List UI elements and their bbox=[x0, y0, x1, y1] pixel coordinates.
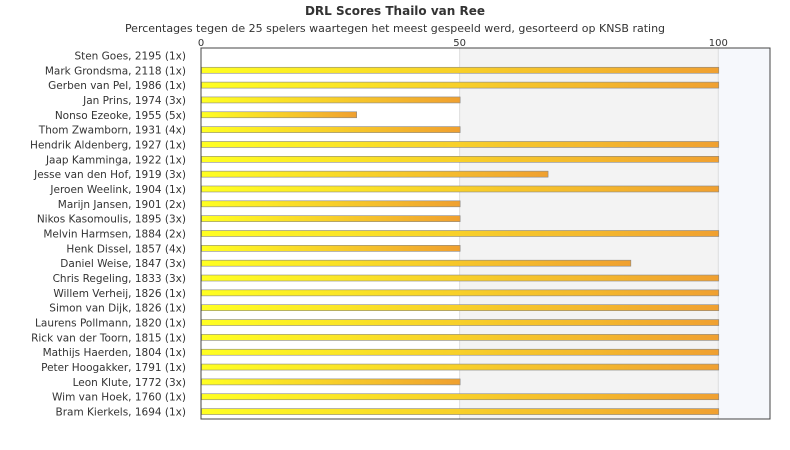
bar bbox=[201, 96, 461, 104]
chart-title: DRL Scores Thailo van Ree bbox=[304, 4, 486, 18]
category-label: Jesse van den Hof, 1919 (3x) bbox=[33, 169, 186, 181]
category-label: Bram Kierkels, 1694 (1x) bbox=[56, 407, 186, 419]
category-label: Daniel Weise, 1847 (3x) bbox=[60, 258, 186, 270]
category-label: Thom Zwamborn, 1931 (4x) bbox=[38, 125, 186, 137]
bar bbox=[201, 274, 720, 282]
bars bbox=[201, 66, 720, 415]
category-label: Simon van Dijk, 1826 (1x) bbox=[49, 303, 186, 315]
bar bbox=[201, 141, 720, 148]
category-label: Willem Verheij, 1826 (1x) bbox=[53, 288, 186, 300]
category-labels: Sten Goes, 2195 (1x) Mark Grondsma, 2118 … bbox=[30, 50, 186, 418]
bar bbox=[201, 304, 720, 312]
category-label: Gerben van Pel, 1986 (1x) bbox=[48, 80, 186, 92]
bar bbox=[201, 289, 720, 297]
category-label: Jaap Kamminga, 1922 (1x) bbox=[45, 154, 186, 166]
bar bbox=[201, 185, 720, 193]
bar bbox=[201, 363, 720, 371]
x-tick-label: 0 bbox=[198, 38, 204, 49]
category-label: Nonso Ezeoke, 1955 (5x) bbox=[55, 110, 186, 122]
plot-frame bbox=[200, 47, 771, 420]
category-label: Marijn Jansen, 1901 (2x) bbox=[58, 199, 186, 211]
category-label: Melvin Harmsen, 1884 (2x) bbox=[43, 229, 186, 241]
category-label: Peter Hoogakker, 1791 (1x) bbox=[41, 362, 186, 374]
category-label: Rick van der Toorn, 1815 (1x) bbox=[31, 332, 186, 344]
bar bbox=[201, 200, 461, 208]
category-label: Wim van Hoek, 1760 (1x) bbox=[52, 392, 186, 404]
bar bbox=[201, 230, 720, 237]
bar bbox=[201, 156, 720, 163]
bar bbox=[201, 408, 720, 415]
bar bbox=[201, 245, 461, 252]
category-label: Jeroen Weelink, 1904 (1x) bbox=[49, 184, 186, 196]
category-label: Laurens Pollmann, 1820 (1x) bbox=[35, 318, 186, 330]
bar bbox=[201, 348, 720, 356]
bar bbox=[201, 126, 461, 133]
bar bbox=[201, 378, 461, 386]
category-label: Chris Regeling, 1833 (3x) bbox=[53, 273, 186, 285]
background-band bbox=[718, 48, 770, 419]
bar bbox=[201, 319, 720, 326]
x-axis-ticks: 0 50 100 bbox=[198, 38, 728, 49]
chart-subtitle: Percentages tegen de 25 spelers waartege… bbox=[124, 22, 666, 35]
bar bbox=[201, 66, 720, 74]
x-tick-label: 100 bbox=[709, 38, 728, 49]
bar bbox=[201, 81, 720, 89]
category-label: Leon Klute, 1772 (3x) bbox=[73, 377, 186, 389]
bar bbox=[201, 334, 720, 341]
category-label: Mathijs Haerden, 1804 (1x) bbox=[43, 347, 186, 359]
bar bbox=[201, 393, 720, 401]
category-label: Hendrik Aldenberg, 1927 (1x) bbox=[30, 139, 186, 151]
category-label: Jan Prins, 1974 (3x) bbox=[82, 95, 186, 107]
bar bbox=[201, 215, 461, 222]
category-label: Henk Dissel, 1857 (4x) bbox=[66, 243, 186, 255]
category-label: Sten Goes, 2195 (1x) bbox=[74, 50, 186, 62]
bar bbox=[201, 259, 632, 267]
category-label: Nikos Kasomoulis, 1895 (3x) bbox=[37, 214, 186, 226]
bar bbox=[201, 111, 357, 119]
bar bbox=[201, 170, 549, 178]
x-tick-label: 50 bbox=[453, 38, 466, 49]
category-label: Mark Grondsma, 2118 (1x) bbox=[45, 65, 186, 77]
